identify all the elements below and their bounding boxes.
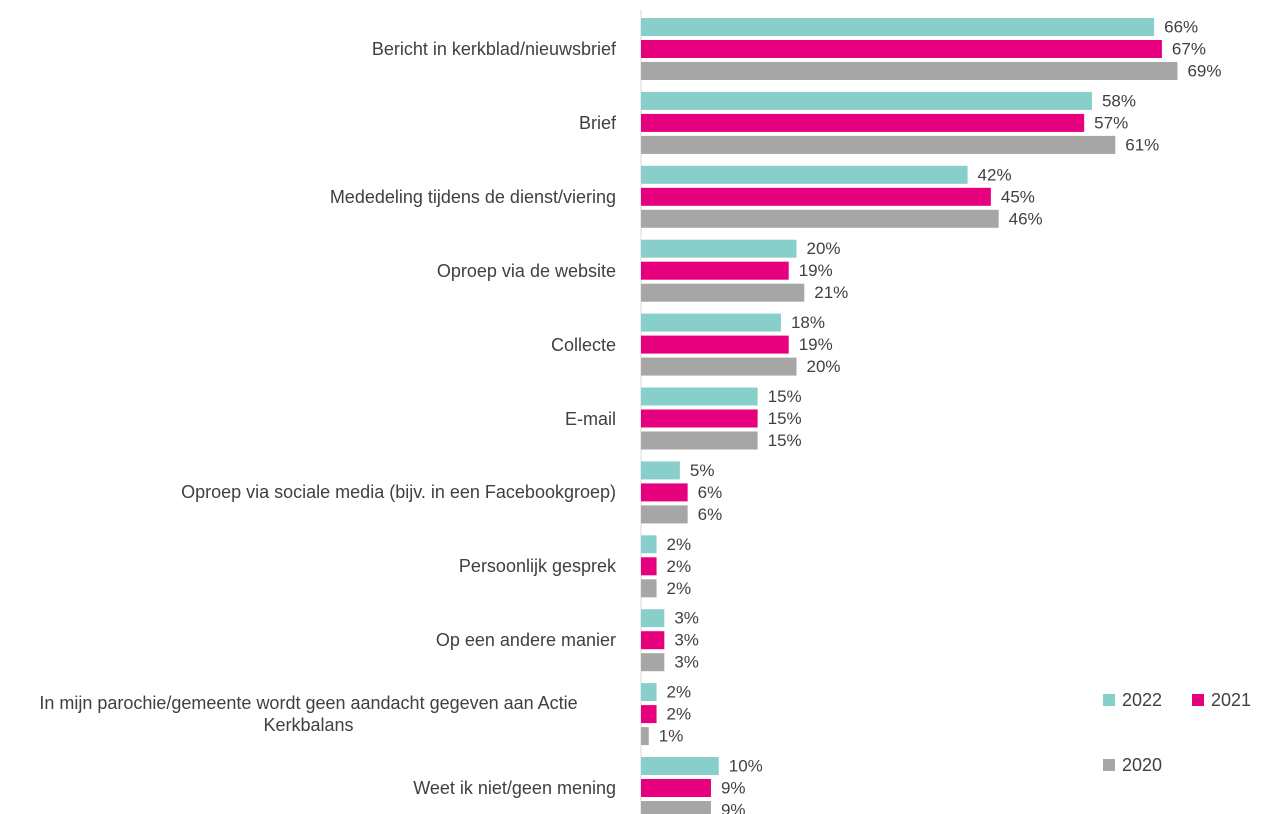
bar	[641, 431, 758, 450]
category-label: Brief	[578, 112, 616, 133]
value-label: 2%	[667, 535, 692, 554]
bar	[641, 727, 649, 746]
bar	[641, 187, 991, 206]
category-label: E-mail	[564, 408, 616, 429]
value-label: 18%	[791, 313, 825, 332]
legend-label: 2021	[1211, 690, 1251, 710]
value-label: 15%	[768, 387, 802, 406]
category-label: Weet ik niet/geen mening	[413, 778, 616, 798]
bar	[641, 757, 719, 775]
value-label: 3%	[674, 631, 699, 650]
legend-label: 2022	[1122, 690, 1162, 710]
bar	[641, 283, 805, 302]
value-label: 20%	[807, 239, 841, 258]
value-label: 67%	[1172, 39, 1206, 58]
value-label: 9%	[721, 800, 746, 814]
bar	[641, 683, 657, 702]
category-label: Bericht in kerkblad/nieuwsbrief	[371, 39, 616, 59]
bar	[641, 461, 680, 480]
bar	[641, 535, 657, 554]
value-label: 45%	[1001, 187, 1035, 206]
value-label: 66%	[1164, 17, 1198, 36]
bar	[641, 483, 688, 502]
bar	[641, 631, 665, 650]
legend-label: 2020	[1122, 755, 1162, 775]
value-label: 6%	[698, 505, 723, 524]
value-label: 3%	[674, 609, 699, 628]
value-label: 42%	[978, 165, 1012, 184]
bar	[641, 239, 797, 258]
bar	[641, 40, 1162, 58]
category-label: Collecte	[550, 334, 616, 355]
value-label: 3%	[674, 653, 699, 672]
value-label: 61%	[1125, 135, 1159, 154]
value-label: 58%	[1102, 91, 1136, 110]
value-label: 57%	[1094, 113, 1128, 132]
category-label: Mededeling tijdens de dienst/viering	[329, 186, 616, 207]
category-label: Op een andere manier	[435, 630, 616, 651]
bar	[641, 18, 1155, 36]
value-label: 2%	[667, 705, 692, 724]
bar	[641, 409, 758, 428]
bar	[641, 579, 657, 598]
bar	[641, 261, 789, 280]
bar	[641, 705, 657, 724]
value-label: 19%	[799, 335, 833, 354]
value-label: 9%	[721, 778, 746, 797]
bar	[641, 557, 657, 576]
bar	[641, 313, 781, 332]
bar	[641, 505, 688, 524]
value-label: 20%	[807, 357, 841, 376]
value-label: 10%	[729, 756, 763, 775]
bar	[641, 779, 711, 797]
bar	[641, 62, 1178, 80]
bar	[641, 91, 1092, 110]
bar	[641, 357, 797, 376]
value-label: 2%	[667, 683, 692, 702]
legend-swatch	[1103, 759, 1115, 771]
value-label: 15%	[768, 409, 802, 428]
bar	[641, 609, 665, 628]
bar	[641, 135, 1116, 154]
bar	[641, 801, 711, 814]
bar	[641, 165, 968, 184]
bar	[641, 335, 789, 354]
category-label: Persoonlijk gesprek	[458, 556, 616, 577]
value-label: 2%	[667, 579, 692, 598]
bar	[641, 653, 665, 672]
category-label: Oproep via de website	[436, 260, 616, 281]
legend-swatch	[1103, 694, 1115, 706]
value-label: 2%	[667, 557, 692, 576]
category-label: Oproep via sociale media (bijv. in een F…	[181, 482, 616, 503]
value-label: 15%	[768, 431, 802, 450]
bar	[641, 113, 1085, 132]
category-label: In mijn parochie/gemeente wordt geen aan…	[39, 693, 578, 736]
value-label: 19%	[799, 261, 833, 280]
value-label: 6%	[698, 483, 723, 502]
value-label: 21%	[814, 283, 848, 302]
value-label: 69%	[1187, 61, 1221, 80]
legend-swatch	[1192, 694, 1204, 706]
bar	[641, 209, 999, 228]
value-label: 5%	[690, 461, 715, 480]
value-label: 1%	[659, 727, 684, 746]
value-label: 46%	[1009, 209, 1043, 228]
bar	[641, 387, 758, 406]
